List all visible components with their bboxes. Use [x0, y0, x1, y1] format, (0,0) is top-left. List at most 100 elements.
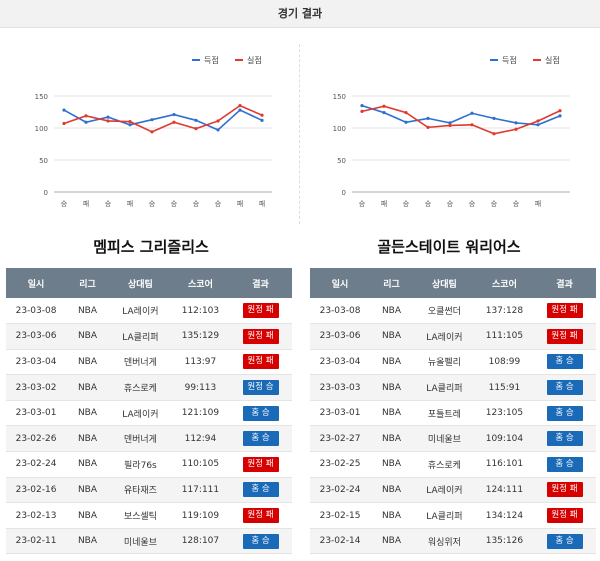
table-row: 23-03-08 NBA LA레이커 112:103 원정 패: [6, 298, 292, 325]
table-row: 23-02-26 NBA 덴버너게 112:94 홈 승: [6, 425, 292, 453]
date-cell: 23-02-14: [310, 528, 371, 555]
data-point: [404, 120, 408, 124]
y-tick-label: 0: [44, 189, 48, 197]
x-tick-label: 승: [491, 200, 498, 208]
result-cell: 홈 승: [533, 451, 596, 478]
score-cell: 99:113: [171, 374, 230, 401]
score-cell: 109:104: [475, 425, 534, 453]
result-badge: 원정 승: [242, 380, 279, 396]
x-tick-label: 승: [215, 200, 222, 208]
result-badge: 홈 승: [242, 431, 279, 447]
data-point: [514, 127, 518, 131]
league-cell: NBA: [370, 374, 413, 401]
x-tick-label: 승: [359, 200, 366, 208]
table-header-row: 일시 리그 상대팀 스코어 결과: [310, 268, 596, 298]
page-title: 경기 결과: [277, 7, 323, 20]
opponent-cell: 포틀트레: [412, 400, 476, 427]
result-cell: 원정 패: [229, 349, 292, 376]
data-point: [128, 123, 132, 127]
opponent-cell: LA레이커: [412, 323, 476, 350]
column-header: 결과: [533, 268, 596, 298]
result-cell: 홈 승: [229, 425, 292, 453]
result-cell: 원정 패: [533, 323, 596, 350]
league-cell: NBA: [66, 298, 109, 325]
result-cell: 원정 승: [229, 374, 292, 401]
score-cell: 135:129: [171, 323, 230, 350]
date-cell: 23-02-15: [310, 502, 371, 529]
table-row: 23-03-08 NBA 오클썬더 137:128 원정 패: [310, 298, 596, 325]
x-tick-label: 승: [193, 200, 200, 208]
data-point: [62, 121, 66, 126]
opponent-cell: 필라76s: [108, 451, 172, 478]
opponent-cell: 미네울브: [412, 425, 476, 453]
result-badge: 홈 승: [546, 533, 583, 549]
table-row: 23-03-04 NBA 뉴올펠리 108:99 홈 승: [310, 349, 596, 376]
data-point: [536, 119, 540, 123]
result-cell: 원정 패: [533, 298, 596, 325]
league-cell: NBA: [370, 502, 413, 529]
result-badge: 홈 승: [546, 431, 583, 447]
result-cell: 원정 패: [533, 502, 596, 529]
league-cell: NBA: [370, 451, 413, 478]
score-cell: 135:126: [475, 528, 534, 555]
data-point: [260, 113, 264, 117]
opponent-cell: 미네울브: [108, 528, 172, 555]
table-row: 23-03-06 NBA LA레이커 111:105 원정 패: [310, 323, 596, 350]
date-cell: 23-03-04: [6, 349, 67, 376]
data-point: [360, 109, 364, 113]
data-point: [470, 123, 474, 127]
series-line-scored: [63, 109, 263, 131]
x-tick-label: 패: [535, 199, 541, 208]
result-badge: 홈 승: [242, 533, 279, 549]
y-tick-label: 100: [333, 125, 346, 133]
table-row: 23-02-11 NBA 미네울브 128:107 홈 승: [6, 528, 292, 555]
result-badge: 원정 패: [546, 328, 583, 344]
opponent-cell: LA레이커: [108, 400, 172, 427]
data-point: [492, 132, 496, 136]
league-cell: NBA: [66, 528, 109, 555]
score-cell: 113:97: [171, 349, 230, 376]
data-point: [360, 104, 364, 108]
opponent-cell: 뉴올펠리: [412, 349, 476, 376]
table-row: 23-02-13 NBA 보스셀틱 119:109 원정 패: [6, 502, 292, 529]
result-badge: 원정 패: [242, 303, 279, 319]
date-cell: 23-02-11: [6, 528, 67, 555]
score-cell: 128:107: [171, 528, 230, 555]
date-cell: 23-03-06: [310, 323, 371, 350]
data-point: [106, 115, 110, 119]
result-cell: 홈 승: [533, 528, 596, 555]
legend-label: 실점: [545, 55, 560, 65]
opponent-cell: 워싱위저: [412, 528, 476, 555]
result-badge: 원정 패: [242, 508, 279, 524]
column-header: 스코어: [171, 268, 230, 298]
opponent-cell: LA레이커: [108, 298, 172, 325]
league-cell: NBA: [370, 349, 413, 376]
table-row: 23-03-02 NBA 휴스로케 99:113 원정 승: [6, 374, 292, 401]
x-tick-label: 승: [447, 200, 454, 208]
data-point: [514, 121, 518, 125]
data-point: [150, 118, 154, 122]
x-tick-label: 패: [259, 199, 265, 208]
column-header: 일시: [6, 268, 67, 298]
table-row: 23-03-04 NBA 덴버너게 113:97 원정 패: [6, 349, 292, 376]
x-tick-label: 승: [171, 200, 178, 208]
data-point: [84, 120, 88, 124]
column-header: 리그: [370, 268, 413, 298]
data-point: [536, 123, 540, 127]
y-tick-label: 50: [39, 157, 48, 165]
result-badge: 홈 승: [546, 405, 583, 421]
score-cell: 117:111: [171, 477, 230, 504]
score-cell: 110:105: [171, 451, 230, 478]
column-header: 일시: [310, 268, 371, 298]
data-point: [558, 114, 562, 118]
column-header: 리그: [66, 268, 109, 298]
result-cell: 홈 승: [229, 400, 292, 427]
score-cell: 115:91: [475, 374, 534, 401]
data-point: [150, 130, 154, 134]
result-badge: 원정 패: [242, 354, 279, 370]
league-cell: NBA: [66, 477, 109, 504]
date-cell: 23-02-16: [6, 477, 67, 504]
data-point: [426, 116, 430, 120]
score-cell: 112:103: [171, 298, 230, 325]
column-header: 상대팀: [108, 268, 172, 298]
